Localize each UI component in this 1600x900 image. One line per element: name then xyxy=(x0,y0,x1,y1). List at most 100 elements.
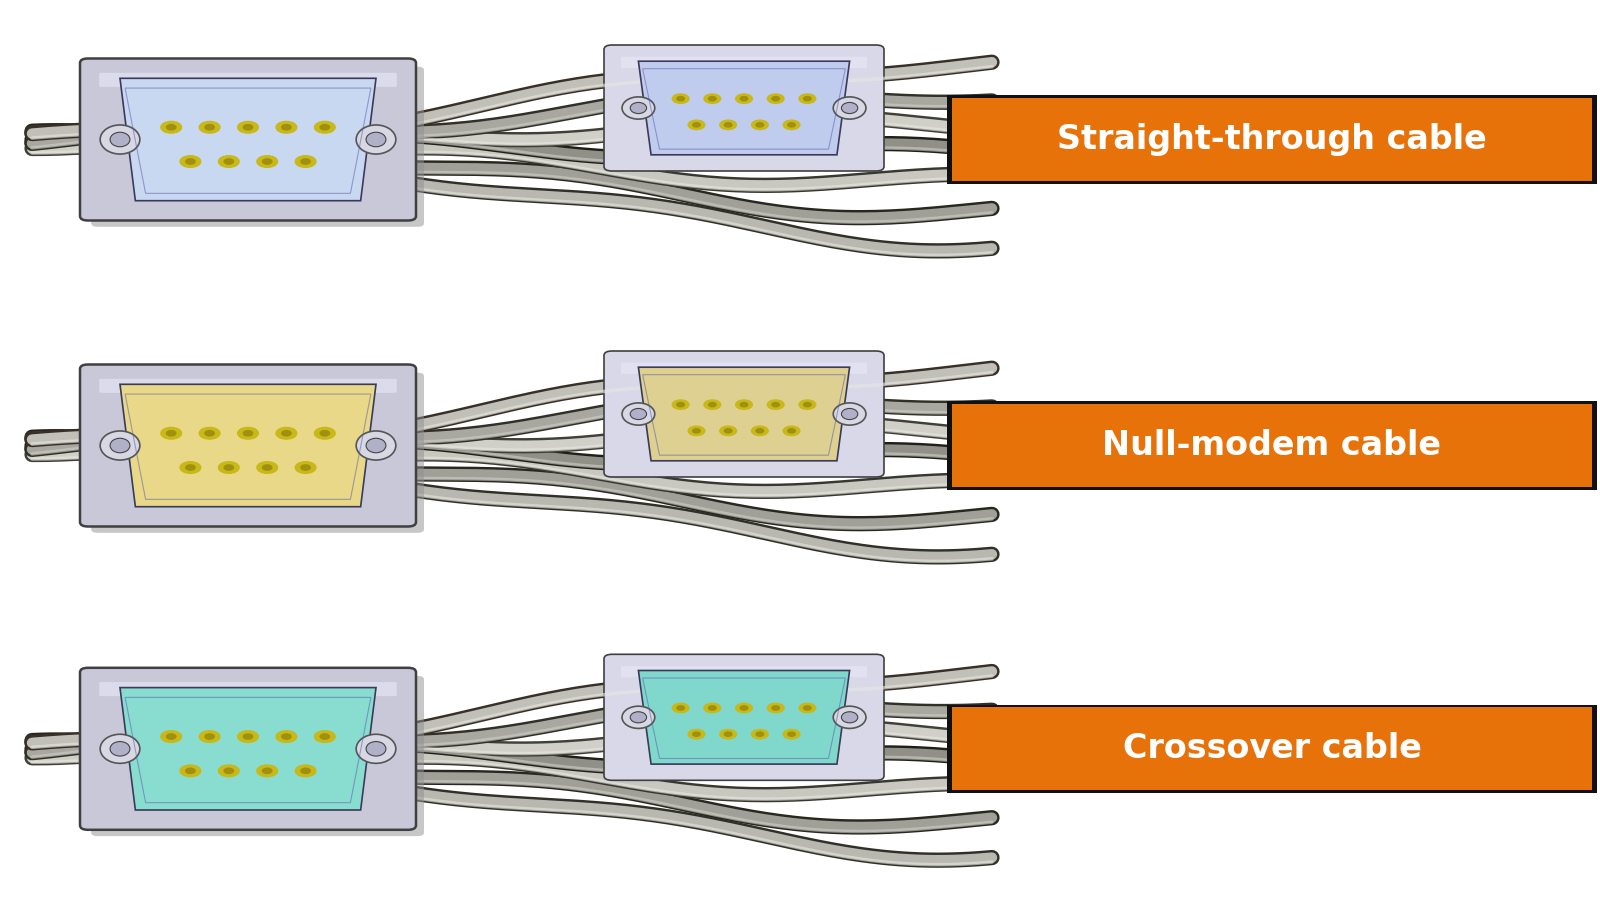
Circle shape xyxy=(282,430,291,436)
Circle shape xyxy=(752,730,768,739)
Circle shape xyxy=(224,465,234,470)
Circle shape xyxy=(200,122,219,133)
FancyBboxPatch shape xyxy=(621,363,867,374)
Ellipse shape xyxy=(630,103,646,113)
Circle shape xyxy=(219,765,238,777)
Circle shape xyxy=(704,400,720,410)
FancyBboxPatch shape xyxy=(99,682,397,697)
Circle shape xyxy=(768,94,784,104)
Circle shape xyxy=(798,94,816,104)
Polygon shape xyxy=(120,688,376,810)
Circle shape xyxy=(162,122,181,133)
Ellipse shape xyxy=(366,132,386,147)
Bar xyxy=(947,401,1597,490)
Circle shape xyxy=(162,428,181,439)
FancyBboxPatch shape xyxy=(91,373,424,533)
Circle shape xyxy=(736,94,752,104)
Ellipse shape xyxy=(110,742,130,756)
Circle shape xyxy=(803,402,811,407)
Polygon shape xyxy=(638,670,850,764)
Circle shape xyxy=(736,400,752,410)
Bar xyxy=(952,404,1592,487)
Circle shape xyxy=(757,732,763,736)
Ellipse shape xyxy=(101,734,139,763)
Circle shape xyxy=(277,122,296,133)
Text: Straight-through cable: Straight-through cable xyxy=(1058,123,1486,156)
Ellipse shape xyxy=(842,712,858,723)
Circle shape xyxy=(798,703,816,713)
Circle shape xyxy=(262,465,272,470)
Circle shape xyxy=(262,769,272,773)
Circle shape xyxy=(768,400,784,410)
Circle shape xyxy=(243,430,253,436)
Circle shape xyxy=(320,124,330,130)
Circle shape xyxy=(301,769,310,773)
Ellipse shape xyxy=(357,431,395,460)
Ellipse shape xyxy=(101,431,139,460)
Circle shape xyxy=(741,96,747,101)
Circle shape xyxy=(704,703,720,713)
Ellipse shape xyxy=(842,409,858,419)
Text: Crossover cable: Crossover cable xyxy=(1123,733,1421,765)
Circle shape xyxy=(688,427,706,436)
Ellipse shape xyxy=(834,706,866,728)
Circle shape xyxy=(741,706,747,710)
Circle shape xyxy=(784,730,800,739)
Circle shape xyxy=(224,769,234,773)
Circle shape xyxy=(296,765,315,777)
FancyBboxPatch shape xyxy=(621,666,867,677)
Circle shape xyxy=(238,731,258,742)
Circle shape xyxy=(677,402,685,407)
Ellipse shape xyxy=(357,125,395,154)
Circle shape xyxy=(320,430,330,436)
Circle shape xyxy=(205,734,214,739)
Circle shape xyxy=(186,159,195,164)
Bar xyxy=(952,707,1592,790)
Circle shape xyxy=(787,428,795,433)
Circle shape xyxy=(787,122,795,127)
Circle shape xyxy=(315,731,334,742)
Ellipse shape xyxy=(630,409,646,419)
Circle shape xyxy=(258,765,277,777)
Circle shape xyxy=(205,124,214,130)
Circle shape xyxy=(771,402,779,407)
FancyBboxPatch shape xyxy=(91,67,424,227)
Ellipse shape xyxy=(622,403,654,425)
Circle shape xyxy=(166,124,176,130)
Ellipse shape xyxy=(622,97,654,119)
Ellipse shape xyxy=(622,706,654,728)
Circle shape xyxy=(166,430,176,436)
Circle shape xyxy=(784,427,800,436)
Circle shape xyxy=(771,96,779,101)
Polygon shape xyxy=(120,78,376,201)
Circle shape xyxy=(688,121,706,130)
FancyBboxPatch shape xyxy=(99,73,397,87)
Circle shape xyxy=(677,706,685,710)
Circle shape xyxy=(320,734,330,739)
Circle shape xyxy=(181,156,200,167)
Bar xyxy=(947,705,1597,793)
Circle shape xyxy=(205,430,214,436)
FancyBboxPatch shape xyxy=(99,379,397,392)
Circle shape xyxy=(200,428,219,439)
Ellipse shape xyxy=(834,403,866,425)
Circle shape xyxy=(277,731,296,742)
Circle shape xyxy=(186,465,195,470)
Text: Null-modem cable: Null-modem cable xyxy=(1102,429,1442,462)
Circle shape xyxy=(166,734,176,739)
Circle shape xyxy=(277,428,296,439)
Ellipse shape xyxy=(366,742,386,756)
Circle shape xyxy=(243,734,253,739)
Circle shape xyxy=(200,731,219,742)
Circle shape xyxy=(224,159,234,164)
Circle shape xyxy=(693,428,701,433)
Circle shape xyxy=(672,400,690,410)
Ellipse shape xyxy=(110,132,130,147)
Circle shape xyxy=(768,703,784,713)
Circle shape xyxy=(282,124,291,130)
Circle shape xyxy=(757,428,763,433)
Ellipse shape xyxy=(630,712,646,723)
Circle shape xyxy=(677,96,685,101)
Circle shape xyxy=(181,462,200,473)
Polygon shape xyxy=(120,384,376,507)
